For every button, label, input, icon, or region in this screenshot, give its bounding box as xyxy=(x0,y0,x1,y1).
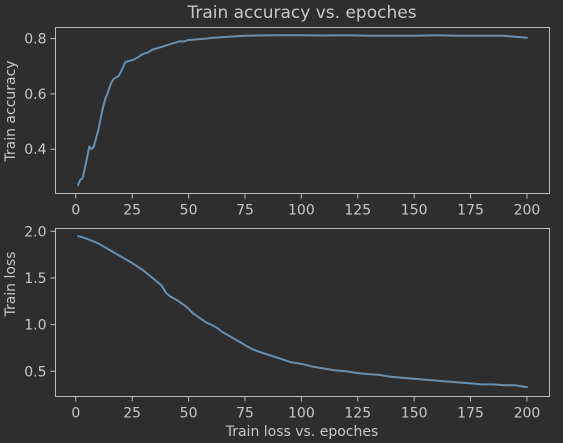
accuracy-y-axis-label: Train accuracy xyxy=(3,60,19,162)
loss-x-tick-label-125: 125 xyxy=(344,406,371,422)
loss-y-tick-label-2: 2.0 xyxy=(24,224,46,240)
loss-chart: Train loss Train loss vs. epoches 0 25 50 7… xyxy=(3,224,550,440)
accuracy-x-tick-label-50: 50 xyxy=(180,203,198,219)
accuracy-chart-title: Train accuracy vs. epoches xyxy=(186,3,416,23)
accuracy-x-tick-label-200: 200 xyxy=(514,203,541,219)
loss-y-axis-label: Train loss xyxy=(3,251,19,317)
accuracy-x-tick-label-25: 25 xyxy=(123,203,141,219)
accuracy-series-line-0 xyxy=(77,34,528,187)
accuracy-x-tick-label-100: 100 xyxy=(288,203,315,219)
loss-x-tick-label-75: 75 xyxy=(236,406,254,422)
loss-plot-frame xyxy=(55,228,550,397)
accuracy-x-tick-label-175: 175 xyxy=(457,203,484,219)
loss-series-line-0 xyxy=(77,234,528,389)
accuracy-x-tick-label-0: 0 xyxy=(71,203,80,219)
loss-x-tick-label-100: 100 xyxy=(288,406,315,422)
loss-x-tick-label-0: 0 xyxy=(71,406,80,422)
loss-y-tick-label-0.5: 0.5 xyxy=(24,364,46,380)
accuracy-y-tick-label-0.4: 0.4 xyxy=(24,142,46,158)
accuracy-x-tick-label-150: 150 xyxy=(401,203,428,219)
loss-y-tick-label-1: 1.0 xyxy=(24,318,46,334)
loss-x-tick-label-175: 175 xyxy=(457,406,484,422)
accuracy-y-tick-label-0.8: 0.8 xyxy=(24,32,46,48)
loss-x-tick-label-150: 150 xyxy=(401,406,428,422)
accuracy-x-tick-label-125: 125 xyxy=(344,203,371,219)
accuracy-y-tick-label-0.6: 0.6 xyxy=(24,87,46,103)
loss-x-tick-label-200: 200 xyxy=(514,406,541,422)
accuracy-x-tick-label-75: 75 xyxy=(236,203,254,219)
accuracy-chart: Train accuracy vs. epoches Train accurac… xyxy=(3,3,550,219)
loss-x-tick-label-25: 25 xyxy=(123,406,141,422)
loss-x-axis-label: Train loss vs. epoches xyxy=(225,424,379,440)
loss-x-tick-label-50: 50 xyxy=(180,406,198,422)
accuracy-plot-frame xyxy=(55,27,550,194)
loss-y-tick-label-1.5: 1.5 xyxy=(24,271,46,287)
